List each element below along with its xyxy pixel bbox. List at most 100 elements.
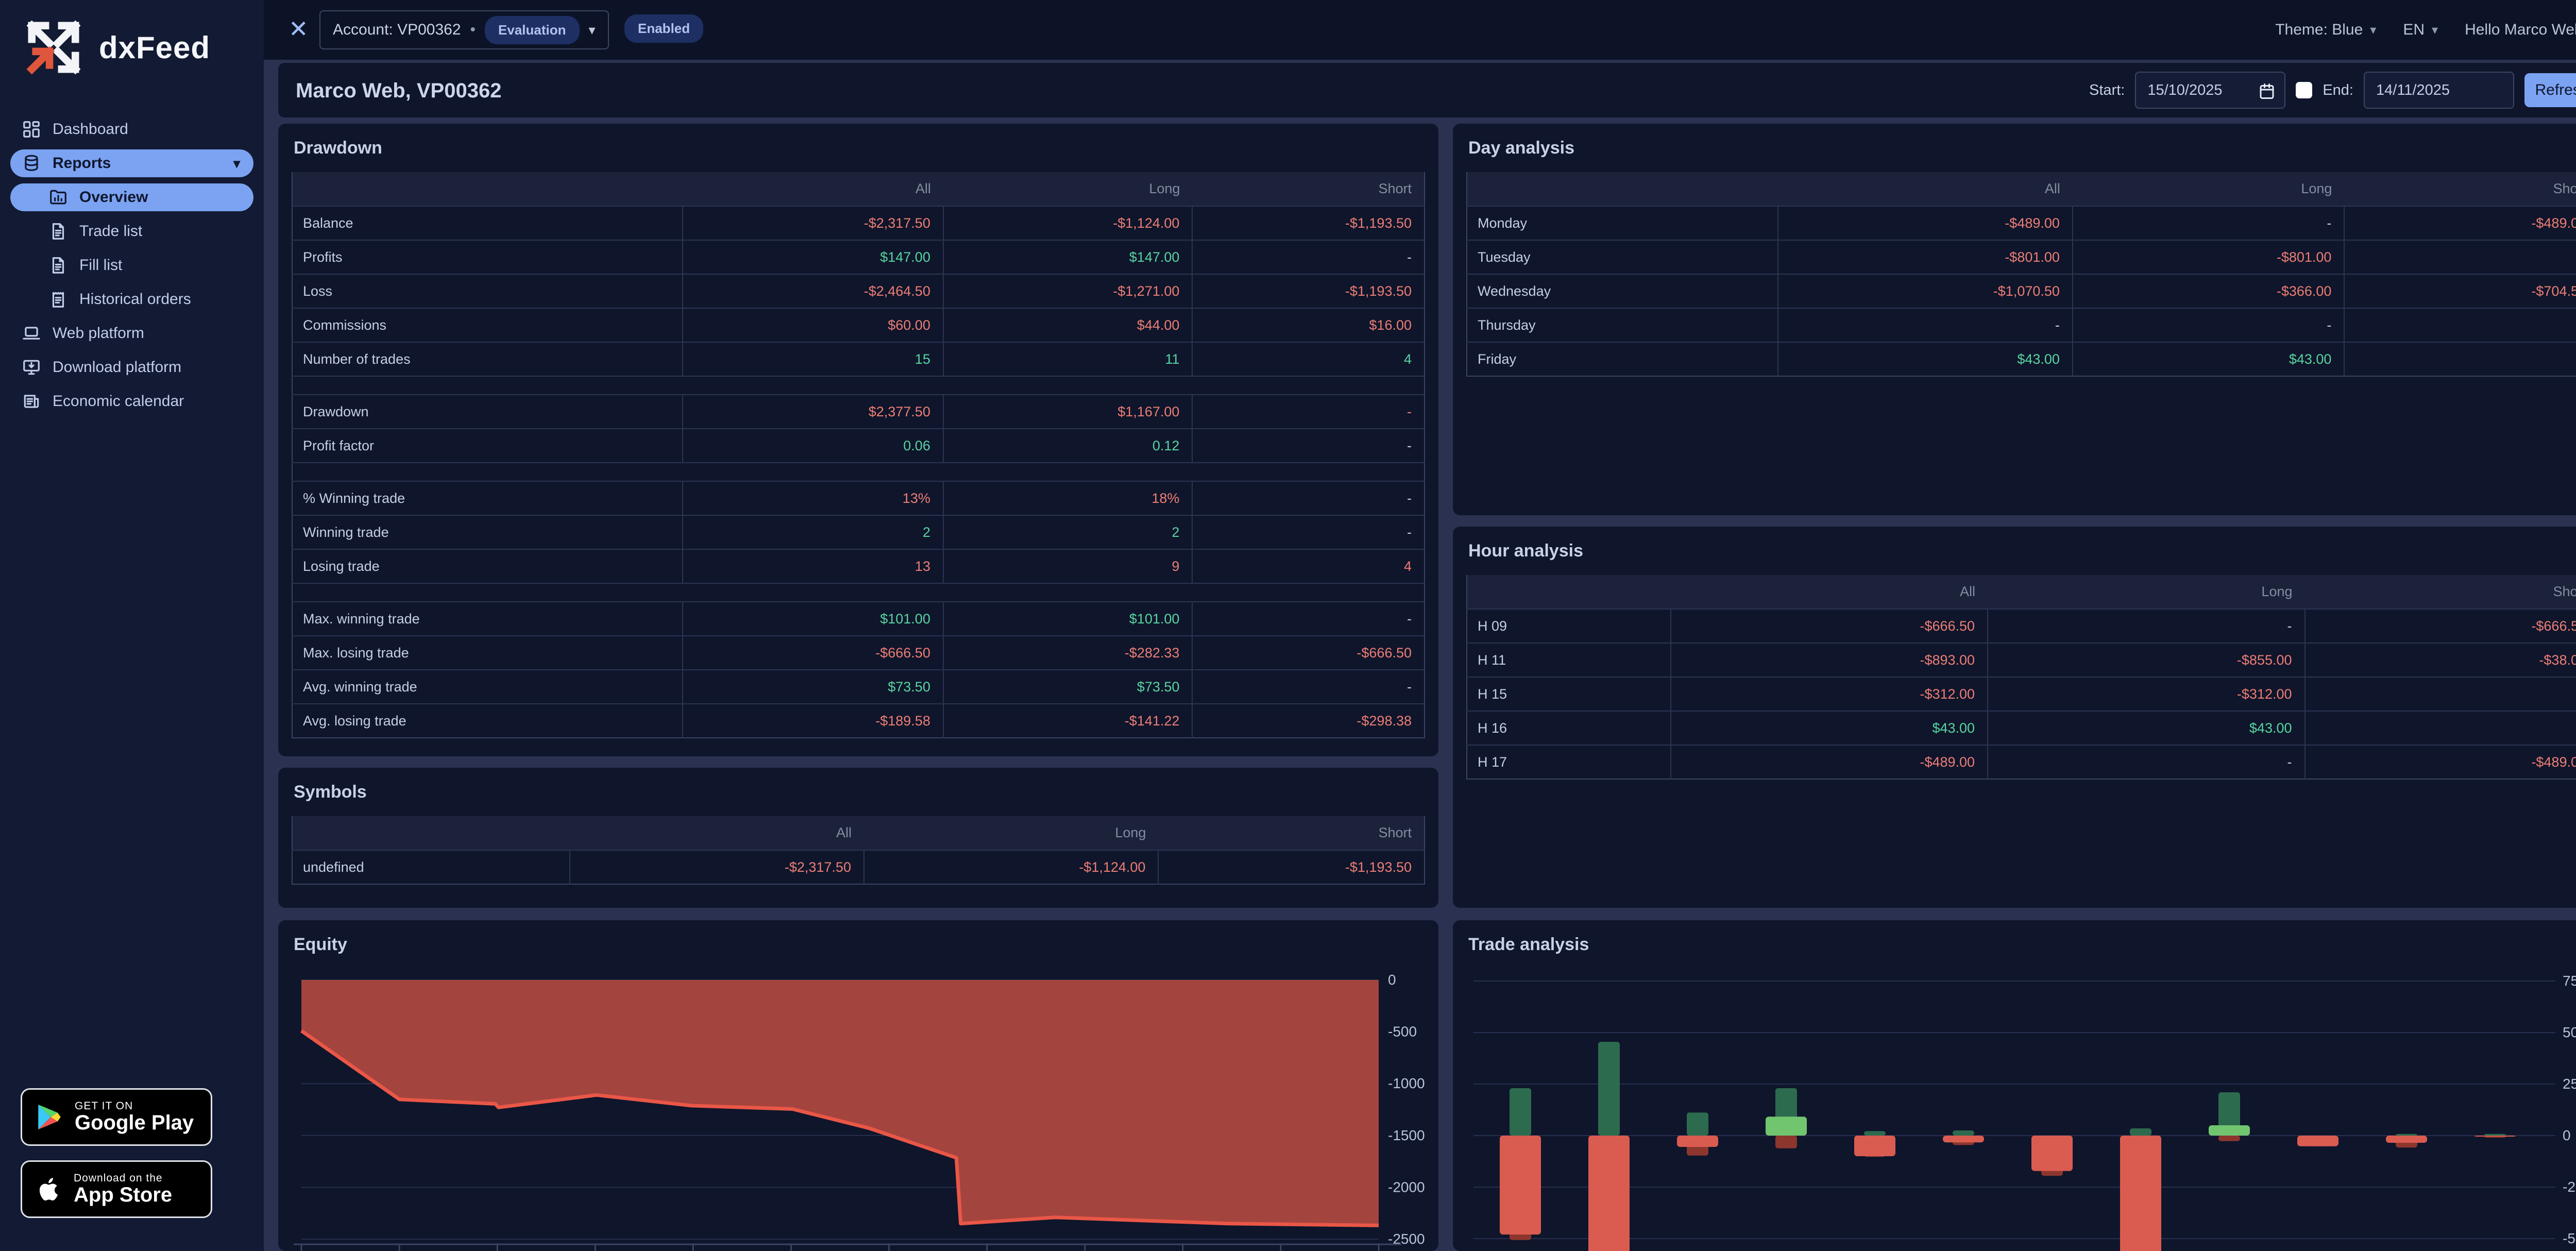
row-label: % Winning trade xyxy=(292,481,683,515)
sidebar-item-label: Download platform xyxy=(53,359,182,376)
start-label: Start: xyxy=(2089,81,2125,98)
bar-body-positive xyxy=(2209,1125,2250,1136)
cell-value: -$38.00 xyxy=(2304,643,2576,677)
cell-value: $101.00 xyxy=(682,601,943,636)
sidebar-item-historical-orders[interactable]: Historical orders xyxy=(10,285,253,313)
cell-value: 15 xyxy=(682,342,943,376)
row-label: Number of trades xyxy=(292,342,683,376)
start-date-input[interactable] xyxy=(2136,73,2285,108)
cell-value: $43.00 xyxy=(2072,342,2345,376)
trade-analysis-panel: 750 500 250 0 -250 -500 Trade analysis xyxy=(1453,920,2576,1251)
status-badge: Enabled xyxy=(624,14,704,43)
bar-body-positive xyxy=(1766,1117,1807,1136)
column-header: All xyxy=(1670,575,1988,609)
apple-icon xyxy=(39,1178,58,1201)
language-selector[interactable]: EN ▾ xyxy=(2403,21,2438,39)
sidebar-item-economic-calendar[interactable]: Economic calendar xyxy=(10,387,253,415)
sidebar-item-label: Economic calendar xyxy=(53,393,184,410)
sidebar-item-web-platform[interactable]: Web platform xyxy=(10,319,253,347)
user-menu[interactable]: Hello Marco Web! ▾ xyxy=(2465,21,2576,39)
titlebar: Marco Web, VP00362 Start: End: Refresh xyxy=(278,63,2576,117)
sidebar-item-dashboard[interactable]: Dashboard xyxy=(10,115,253,143)
cell-value: -$489.00 xyxy=(2344,206,2576,240)
cell-value: - xyxy=(2072,308,2345,342)
sidebar-item-label: Web platform xyxy=(53,325,144,342)
cell-value: 0.12 xyxy=(942,428,1193,463)
cell-value: - xyxy=(2344,240,2576,274)
y-axis-label: -500 xyxy=(1388,1024,1417,1040)
app-store-badge[interactable]: Download on the App Store xyxy=(21,1160,212,1218)
refresh-button[interactable]: Refresh xyxy=(2524,73,2576,107)
panel-title: Day analysis xyxy=(1468,138,1575,158)
cell-value: 4 xyxy=(1192,549,1425,583)
cell-value: -$189.58 xyxy=(682,703,943,738)
cell-value: $60.00 xyxy=(682,308,943,342)
row-label: Balance xyxy=(292,206,683,240)
download-icon xyxy=(22,358,41,377)
cell-value: -$312.00 xyxy=(1670,677,1988,711)
topbar-right: Theme: Blue ▾ EN ▾ Hello Marco Web! ▾ xyxy=(2275,0,2576,60)
table-row: Balance -$2,317.50 -$1,124.00 -$1,193.50 xyxy=(292,206,1425,240)
row-label: Avg. winning trade xyxy=(292,669,683,704)
cell-value: -$801.00 xyxy=(2072,240,2345,274)
table-row: H 17-$489.00--$489.00 xyxy=(1467,745,2576,779)
spacer-row xyxy=(292,583,1425,602)
cell-value: -$1,070.50 xyxy=(1777,274,2073,308)
end-date-input[interactable] xyxy=(2365,73,2513,108)
drawdown-panel: Drawdown All Long Short Balance -$2,317.50 -$… xyxy=(278,124,1438,756)
bar-high-wick xyxy=(2130,1128,2151,1136)
cell-value: - xyxy=(1192,515,1425,549)
symbols-panel: Symbols All Long Short undefined -$2,317.50-… xyxy=(278,768,1438,908)
cell-value: 13 xyxy=(682,549,943,583)
row-label: Loss xyxy=(292,274,683,308)
sidebar-item-download-platform[interactable]: Download platform xyxy=(10,353,253,381)
cell-value: -$2,317.50 xyxy=(569,850,864,884)
column-header: All xyxy=(1778,172,2073,206)
document-icon xyxy=(48,222,68,241)
topbar: ✕ Account: VP00362 • Evaluation ▾ Enable… xyxy=(264,0,2576,60)
sidebar-item-trade-list[interactable]: Trade list xyxy=(10,217,253,245)
table-row: Profits $147.00 $147.00- xyxy=(292,240,1425,274)
badge-line2: Google Play xyxy=(75,1111,194,1135)
table-row: Number of trades 15 11 4 xyxy=(292,342,1425,376)
cell-value: 0.06 xyxy=(682,428,943,463)
account-selector[interactable]: Account: VP00362 • Evaluation ▾ xyxy=(319,10,609,49)
dxfeed-logo-icon xyxy=(26,20,81,75)
end-date-checkbox[interactable] xyxy=(2296,82,2313,98)
drawdown-table: All Long Short Balance -$2,317.50 -$1,124.00-… xyxy=(292,172,1425,738)
sidebar-item-reports[interactable]: Reports ▾ xyxy=(10,149,253,177)
cell-value: $2,377.50 xyxy=(682,394,943,429)
sidebar-item-overview[interactable]: Overview xyxy=(10,183,253,211)
symbols-table: All Long Short undefined -$2,317.50 -$1,124.0… xyxy=(292,816,1425,885)
dxfeed-logo[interactable]: dxFeed xyxy=(20,13,210,81)
column-header: Long xyxy=(1988,575,2305,609)
row-label: Max. losing trade xyxy=(292,635,683,670)
close-icon[interactable]: ✕ xyxy=(289,15,309,42)
bar-low-wick xyxy=(1775,1136,1797,1148)
bar-body-negative xyxy=(1943,1136,1984,1143)
table-row: H 09-$666.50--$666.50 xyxy=(1467,608,2576,643)
sidebar-item-label: Overview xyxy=(79,189,148,206)
cell-value: $101.00 xyxy=(942,601,1193,636)
bar-body-negative xyxy=(1677,1136,1718,1147)
column-header: All xyxy=(569,816,864,850)
panel-title: Drawdown xyxy=(294,138,382,158)
theme-selector[interactable]: Theme: Blue ▾ xyxy=(2275,21,2376,39)
cell-value: - xyxy=(2344,308,2576,342)
row-label: H 17 xyxy=(1467,745,1671,779)
table-row: Loss -$2,464.50 -$1,271.00 -$1,193.50 xyxy=(292,274,1425,308)
newspaper-icon xyxy=(22,392,41,411)
row-label: H 16 xyxy=(1467,711,1671,745)
row-label: H 15 xyxy=(1467,677,1671,711)
column-header: Short xyxy=(2304,575,2576,609)
sidebar-item-fill-list[interactable]: Fill list xyxy=(10,251,253,279)
badge-line1: GET IT ON xyxy=(75,1100,133,1112)
google-play-badge[interactable]: GET IT ON Google Play xyxy=(21,1088,212,1146)
cell-value: -$489.00 xyxy=(2304,745,2576,779)
bar-body-negative xyxy=(2386,1136,2427,1143)
row-label: Losing trade xyxy=(292,549,683,583)
spacer-row xyxy=(292,376,1425,395)
